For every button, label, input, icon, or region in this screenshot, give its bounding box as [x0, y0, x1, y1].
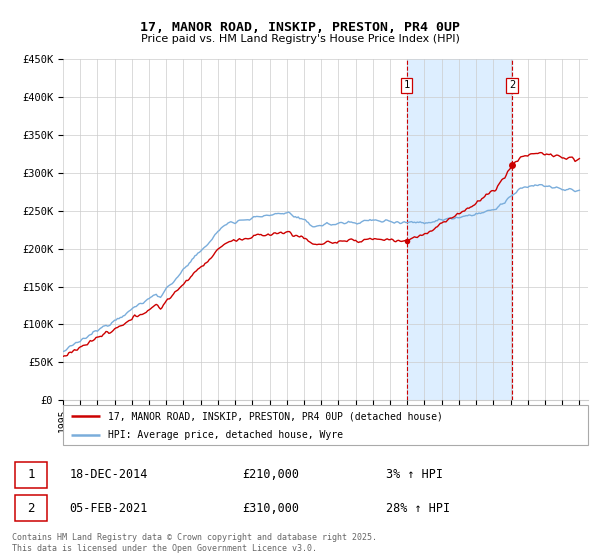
Text: 3% ↑ HPI: 3% ↑ HPI: [386, 468, 443, 481]
FancyBboxPatch shape: [15, 495, 47, 521]
Text: 1: 1: [27, 468, 35, 481]
Bar: [407, 59, 512, 400]
Text: HPI: Average price, detached house, Wyre: HPI: Average price, detached house, Wyre: [107, 430, 343, 440]
FancyBboxPatch shape: [15, 461, 47, 488]
Text: 1: 1: [403, 81, 410, 90]
Text: £210,000: £210,000: [242, 468, 299, 481]
FancyBboxPatch shape: [63, 405, 588, 445]
Text: 17, MANOR ROAD, INSKIP, PRESTON, PR4 0UP (detached house): 17, MANOR ROAD, INSKIP, PRESTON, PR4 0UP…: [107, 411, 443, 421]
Text: 05-FEB-2021: 05-FEB-2021: [70, 502, 148, 515]
Text: £310,000: £310,000: [242, 502, 299, 515]
Text: 18-DEC-2014: 18-DEC-2014: [70, 468, 148, 481]
Text: 28% ↑ HPI: 28% ↑ HPI: [386, 502, 451, 515]
Text: Contains HM Land Registry data © Crown copyright and database right 2025.
This d: Contains HM Land Registry data © Crown c…: [12, 533, 377, 553]
Text: Price paid vs. HM Land Registry's House Price Index (HPI): Price paid vs. HM Land Registry's House …: [140, 34, 460, 44]
Text: 2: 2: [27, 502, 35, 515]
Text: 17, MANOR ROAD, INSKIP, PRESTON, PR4 0UP: 17, MANOR ROAD, INSKIP, PRESTON, PR4 0UP: [140, 21, 460, 34]
Text: 2: 2: [509, 81, 515, 90]
